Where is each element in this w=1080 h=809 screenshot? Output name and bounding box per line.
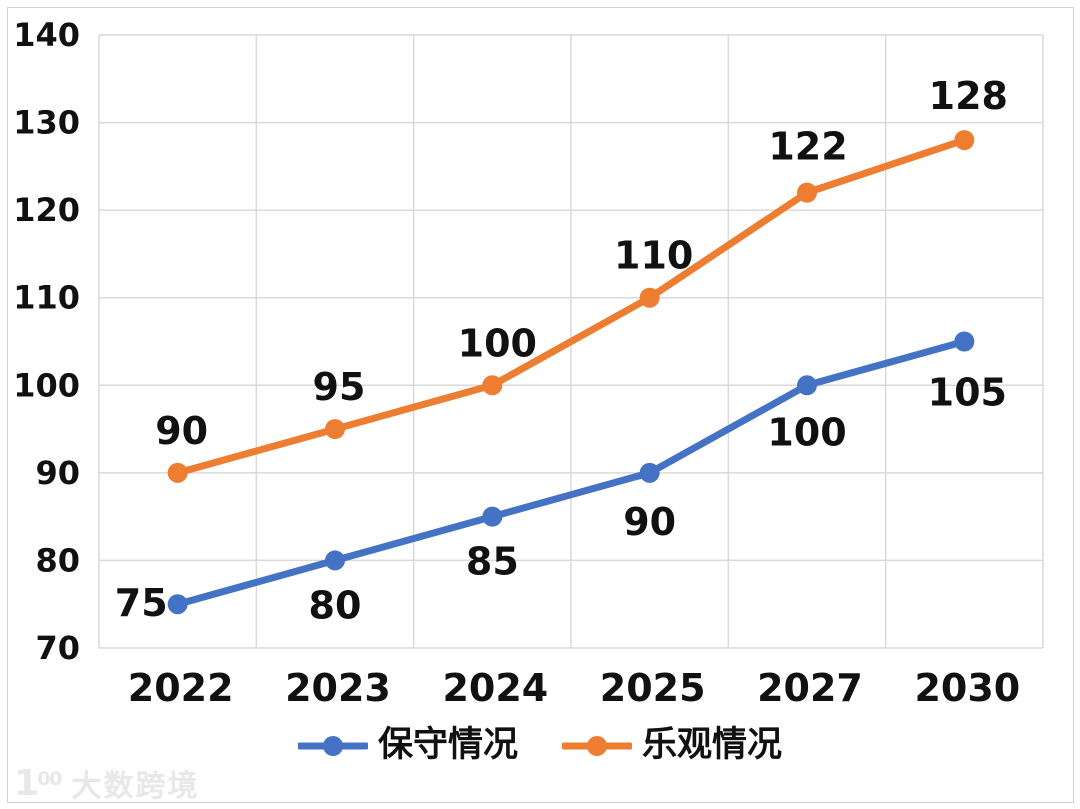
x-axis-tick-label: 2023 [285, 666, 391, 710]
series-marker-0 [325, 550, 345, 571]
series-marker-0 [639, 462, 660, 483]
series-marker-0 [167, 594, 188, 615]
series-line-1 [174, 136, 968, 477]
data-label-1: 122 [768, 125, 847, 169]
series-marker-1 [325, 419, 345, 440]
series-marker-1 [482, 375, 503, 396]
legend-item-optimistic: 乐观情况 [562, 728, 782, 763]
data-label-0: 80 [309, 583, 362, 627]
x-axis-tick-label: 2022 [128, 666, 234, 710]
y-axis-tick-label: 140 [13, 16, 80, 54]
series-marker-0 [954, 331, 975, 352]
legend-item-conservative: 保守情况 [297, 725, 518, 765]
series-marker-1 [167, 462, 188, 483]
x-axis-tick-label: 2027 [757, 666, 863, 710]
legend-label-conservative: 保守情况 [377, 725, 518, 765]
data-label-1: 90 [155, 409, 208, 453]
watermark: 1 00 大数跨境 [14, 766, 200, 802]
data-label-0: 85 [466, 540, 519, 584]
data-label-1: 110 [614, 234, 693, 278]
y-axis-tick-label: 90 [35, 454, 80, 492]
y-axis-tick-label: 110 [13, 279, 80, 317]
data-label-1: 95 [313, 365, 366, 409]
chart-legend: 保守情况 乐观情况 [0, 728, 1080, 763]
data-label-1: 100 [458, 321, 537, 365]
x-axis-tick-label: 2025 [600, 666, 706, 710]
series-marker-1 [639, 287, 660, 308]
series-marker-1 [954, 130, 975, 151]
data-label-1: 128 [929, 74, 1008, 118]
y-axis-tick-label: 80 [35, 541, 80, 579]
y-axis-tick-label: 130 [13, 104, 80, 142]
data-label-0: 90 [623, 500, 676, 544]
watermark-logo-superscript: 00 [37, 768, 62, 790]
data-label-0: 75 [115, 581, 168, 625]
watermark-brand-text: 大数跨境 [71, 769, 200, 804]
series-marker-0 [797, 375, 817, 396]
watermark-logo-number: 1 [14, 763, 39, 804]
data-label-0: 105 [928, 371, 1007, 415]
y-axis-tick-label: 100 [13, 366, 80, 404]
data-label-0: 100 [767, 410, 846, 454]
x-axis-tick-label: 2024 [442, 666, 548, 710]
legend-label-optimistic: 乐观情况 [642, 725, 783, 765]
legend-marker-conservative [297, 735, 368, 756]
x-axis-tick-label: 2030 [914, 666, 1020, 710]
y-axis-tick-label: 70 [35, 629, 80, 667]
series-marker-1 [797, 182, 817, 203]
series-marker-0 [482, 506, 503, 527]
series-line-0 [174, 338, 968, 608]
legend-marker-optimistic [562, 735, 632, 756]
y-axis-tick-label: 120 [13, 191, 80, 229]
